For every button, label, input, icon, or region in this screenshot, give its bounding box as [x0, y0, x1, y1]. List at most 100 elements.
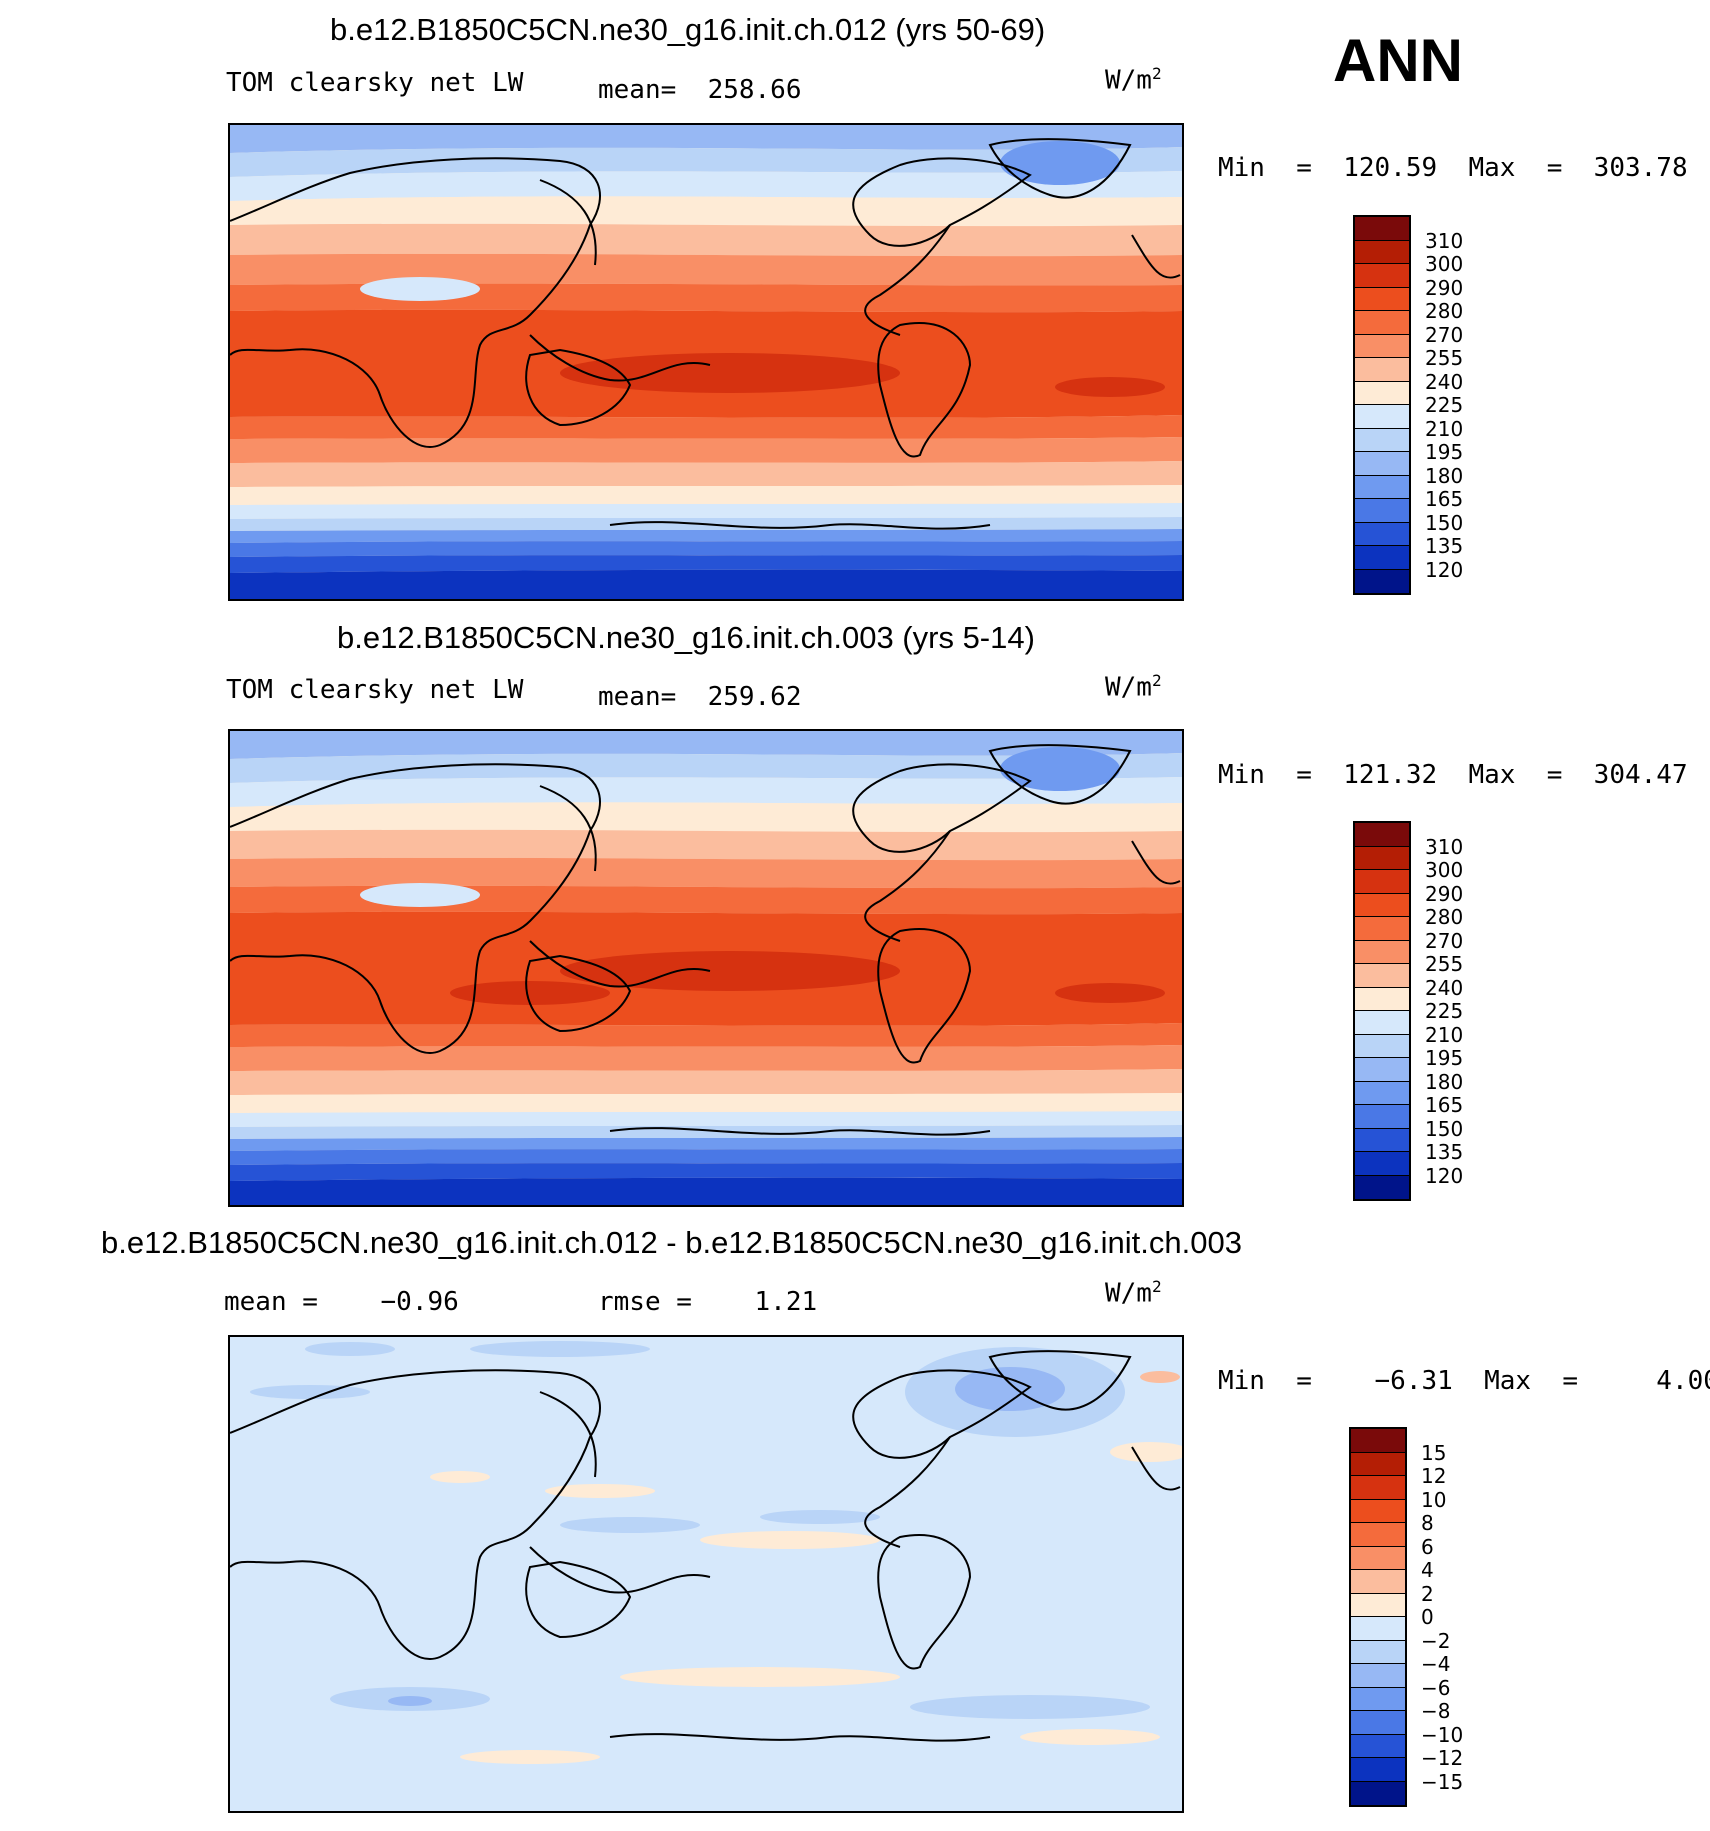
colorbar-tick-label: 6 — [1421, 1534, 1434, 1559]
colorbar-tick-label: −10 — [1421, 1722, 1464, 1747]
colorbar-tick-label: 280 — [1425, 299, 1464, 323]
colorbar-box — [1355, 1081, 1409, 1105]
colorbar-tick-label: 10 — [1421, 1487, 1447, 1512]
panel1-colorbar-boxes — [1355, 217, 1409, 593]
colorbar-tick-label: 290 — [1425, 275, 1464, 300]
colorbar-box — [1355, 917, 1409, 941]
colorbar-box — [1355, 1152, 1409, 1176]
colorbar-box — [1355, 217, 1409, 241]
colorbar-box — [1355, 405, 1409, 429]
units-text: W/m — [1105, 1278, 1152, 1309]
panel2-map-svg — [230, 731, 1182, 1205]
colorbar-tick-label: 180 — [1425, 463, 1464, 488]
colorbar-tick-label: 135 — [1425, 1140, 1464, 1164]
panel3-title: b.e12.B1850C5CN.ne30_g16.init.ch.012 - b… — [101, 1225, 1242, 1260]
colorbar-box — [1355, 358, 1409, 382]
panel2-units: W/m2 — [1105, 671, 1162, 703]
panel1-map — [228, 123, 1184, 601]
colorbar-tick-label: 165 — [1425, 1093, 1464, 1117]
panel2-mean-label: mean= 259.62 — [598, 682, 802, 712]
colorbar-tick-label: 255 — [1425, 346, 1464, 370]
colorbar-tick-label: 310 — [1425, 834, 1464, 859]
colorbar-box — [1355, 569, 1409, 593]
colorbar-tick-label: −12 — [1421, 1746, 1464, 1770]
colorbar-box — [1355, 546, 1409, 570]
panel3-map-svg — [230, 1337, 1182, 1811]
colorbar-tick-label: 120 — [1425, 557, 1464, 582]
colorbar-tick-label: 195 — [1425, 1046, 1464, 1070]
colorbar-box — [1355, 893, 1409, 917]
panel1-title: b.e12.B1850C5CN.ne30_g16.init.ch.012 (yr… — [330, 12, 1046, 47]
colorbar-box — [1351, 1781, 1405, 1805]
colorbar-box — [1351, 1640, 1405, 1664]
colorbar-box — [1355, 240, 1409, 264]
panel3-units: W/m2 — [1105, 1277, 1162, 1309]
panel3-mean-label: mean = −0.96 — [224, 1287, 459, 1317]
colorbar-box — [1355, 940, 1409, 964]
units-superscript: 2 — [1151, 64, 1162, 83]
colorbar-tick-label: 0 — [1421, 1605, 1434, 1629]
colorbar-box — [1355, 1011, 1409, 1035]
panel3-minmax: Min = −6.31 Max = 4.00 — [1218, 1366, 1710, 1396]
colorbar-box — [1351, 1664, 1405, 1688]
colorbar-tick-label: 150 — [1425, 1116, 1464, 1141]
colorbar-tick-label: 150 — [1425, 510, 1464, 535]
colorbar-tick-label: 8 — [1421, 1511, 1434, 1535]
panel3-rmse-label: rmse = 1.21 — [598, 1287, 818, 1317]
units-superscript: 2 — [1151, 1277, 1162, 1296]
colorbar-tick-label: 12 — [1421, 1464, 1447, 1488]
colorbar-tick-label: 225 — [1425, 393, 1464, 417]
colorbar-box — [1351, 1711, 1405, 1735]
colorbar-box — [1355, 522, 1409, 546]
colorbar-box — [1355, 1175, 1409, 1199]
colorbar-tick-label: 270 — [1425, 322, 1464, 347]
panel1-minmax: Min = 120.59 Max = 303.78 — [1218, 153, 1688, 183]
colorbar-box — [1351, 1734, 1405, 1758]
colorbar-box — [1355, 1058, 1409, 1082]
colorbar-tick-label: 280 — [1425, 905, 1464, 929]
colorbar-tick-label: −4 — [1421, 1652, 1451, 1676]
colorbar-box — [1355, 381, 1409, 405]
colorbar-tick-label: 300 — [1425, 252, 1464, 276]
colorbar-box — [1355, 264, 1409, 288]
colorbar-tick-label: 15 — [1421, 1440, 1447, 1465]
colorbar-box — [1355, 499, 1409, 523]
colorbar-tick-label: 310 — [1425, 228, 1464, 253]
colorbar-box — [1351, 1429, 1405, 1453]
colorbar-tick-label: 210 — [1425, 416, 1464, 441]
units-text: W/m — [1105, 65, 1152, 96]
colorbar-tick-label: 290 — [1425, 881, 1464, 906]
colorbar-box — [1355, 1105, 1409, 1129]
panel1-mean-label: mean= 258.66 — [598, 75, 802, 105]
colorbar-box — [1355, 964, 1409, 988]
colorbar-tick-label: 165 — [1425, 487, 1464, 511]
colorbar-tick-label: 300 — [1425, 858, 1464, 882]
colorbar-box — [1355, 311, 1409, 335]
panel2-map — [228, 729, 1184, 1207]
colorbar-tick-label: 270 — [1425, 928, 1464, 953]
colorbar-tick-label: 240 — [1425, 369, 1464, 394]
colorbar-tick-label: 225 — [1425, 999, 1464, 1023]
colorbar-box — [1351, 1499, 1405, 1523]
colorbar-box — [1355, 287, 1409, 311]
panel3-colorbar — [1349, 1427, 1407, 1807]
colorbar-tick-label: 135 — [1425, 534, 1464, 558]
colorbar-box — [1355, 475, 1409, 499]
colorbar-box — [1351, 1570, 1405, 1594]
colorbar-tick-label: 210 — [1425, 1022, 1464, 1047]
colorbar-box — [1351, 1617, 1405, 1641]
colorbar-tick-label: 255 — [1425, 952, 1464, 976]
colorbar-box — [1355, 1034, 1409, 1058]
colorbar-box — [1351, 1523, 1405, 1547]
colorbar-box — [1351, 1452, 1405, 1476]
units-text: W/m — [1105, 672, 1152, 703]
panel2-colorbar-boxes — [1355, 823, 1409, 1199]
colorbar-box — [1351, 1593, 1405, 1617]
colorbar-tick-label: 240 — [1425, 975, 1464, 1000]
panel1-map-svg — [230, 125, 1182, 599]
colorbar-tick-label: 120 — [1425, 1163, 1464, 1188]
colorbar-box — [1351, 1758, 1405, 1782]
colorbar-box — [1351, 1476, 1405, 1500]
panel1-units: W/m2 — [1105, 64, 1162, 96]
colorbar-box — [1355, 1128, 1409, 1152]
